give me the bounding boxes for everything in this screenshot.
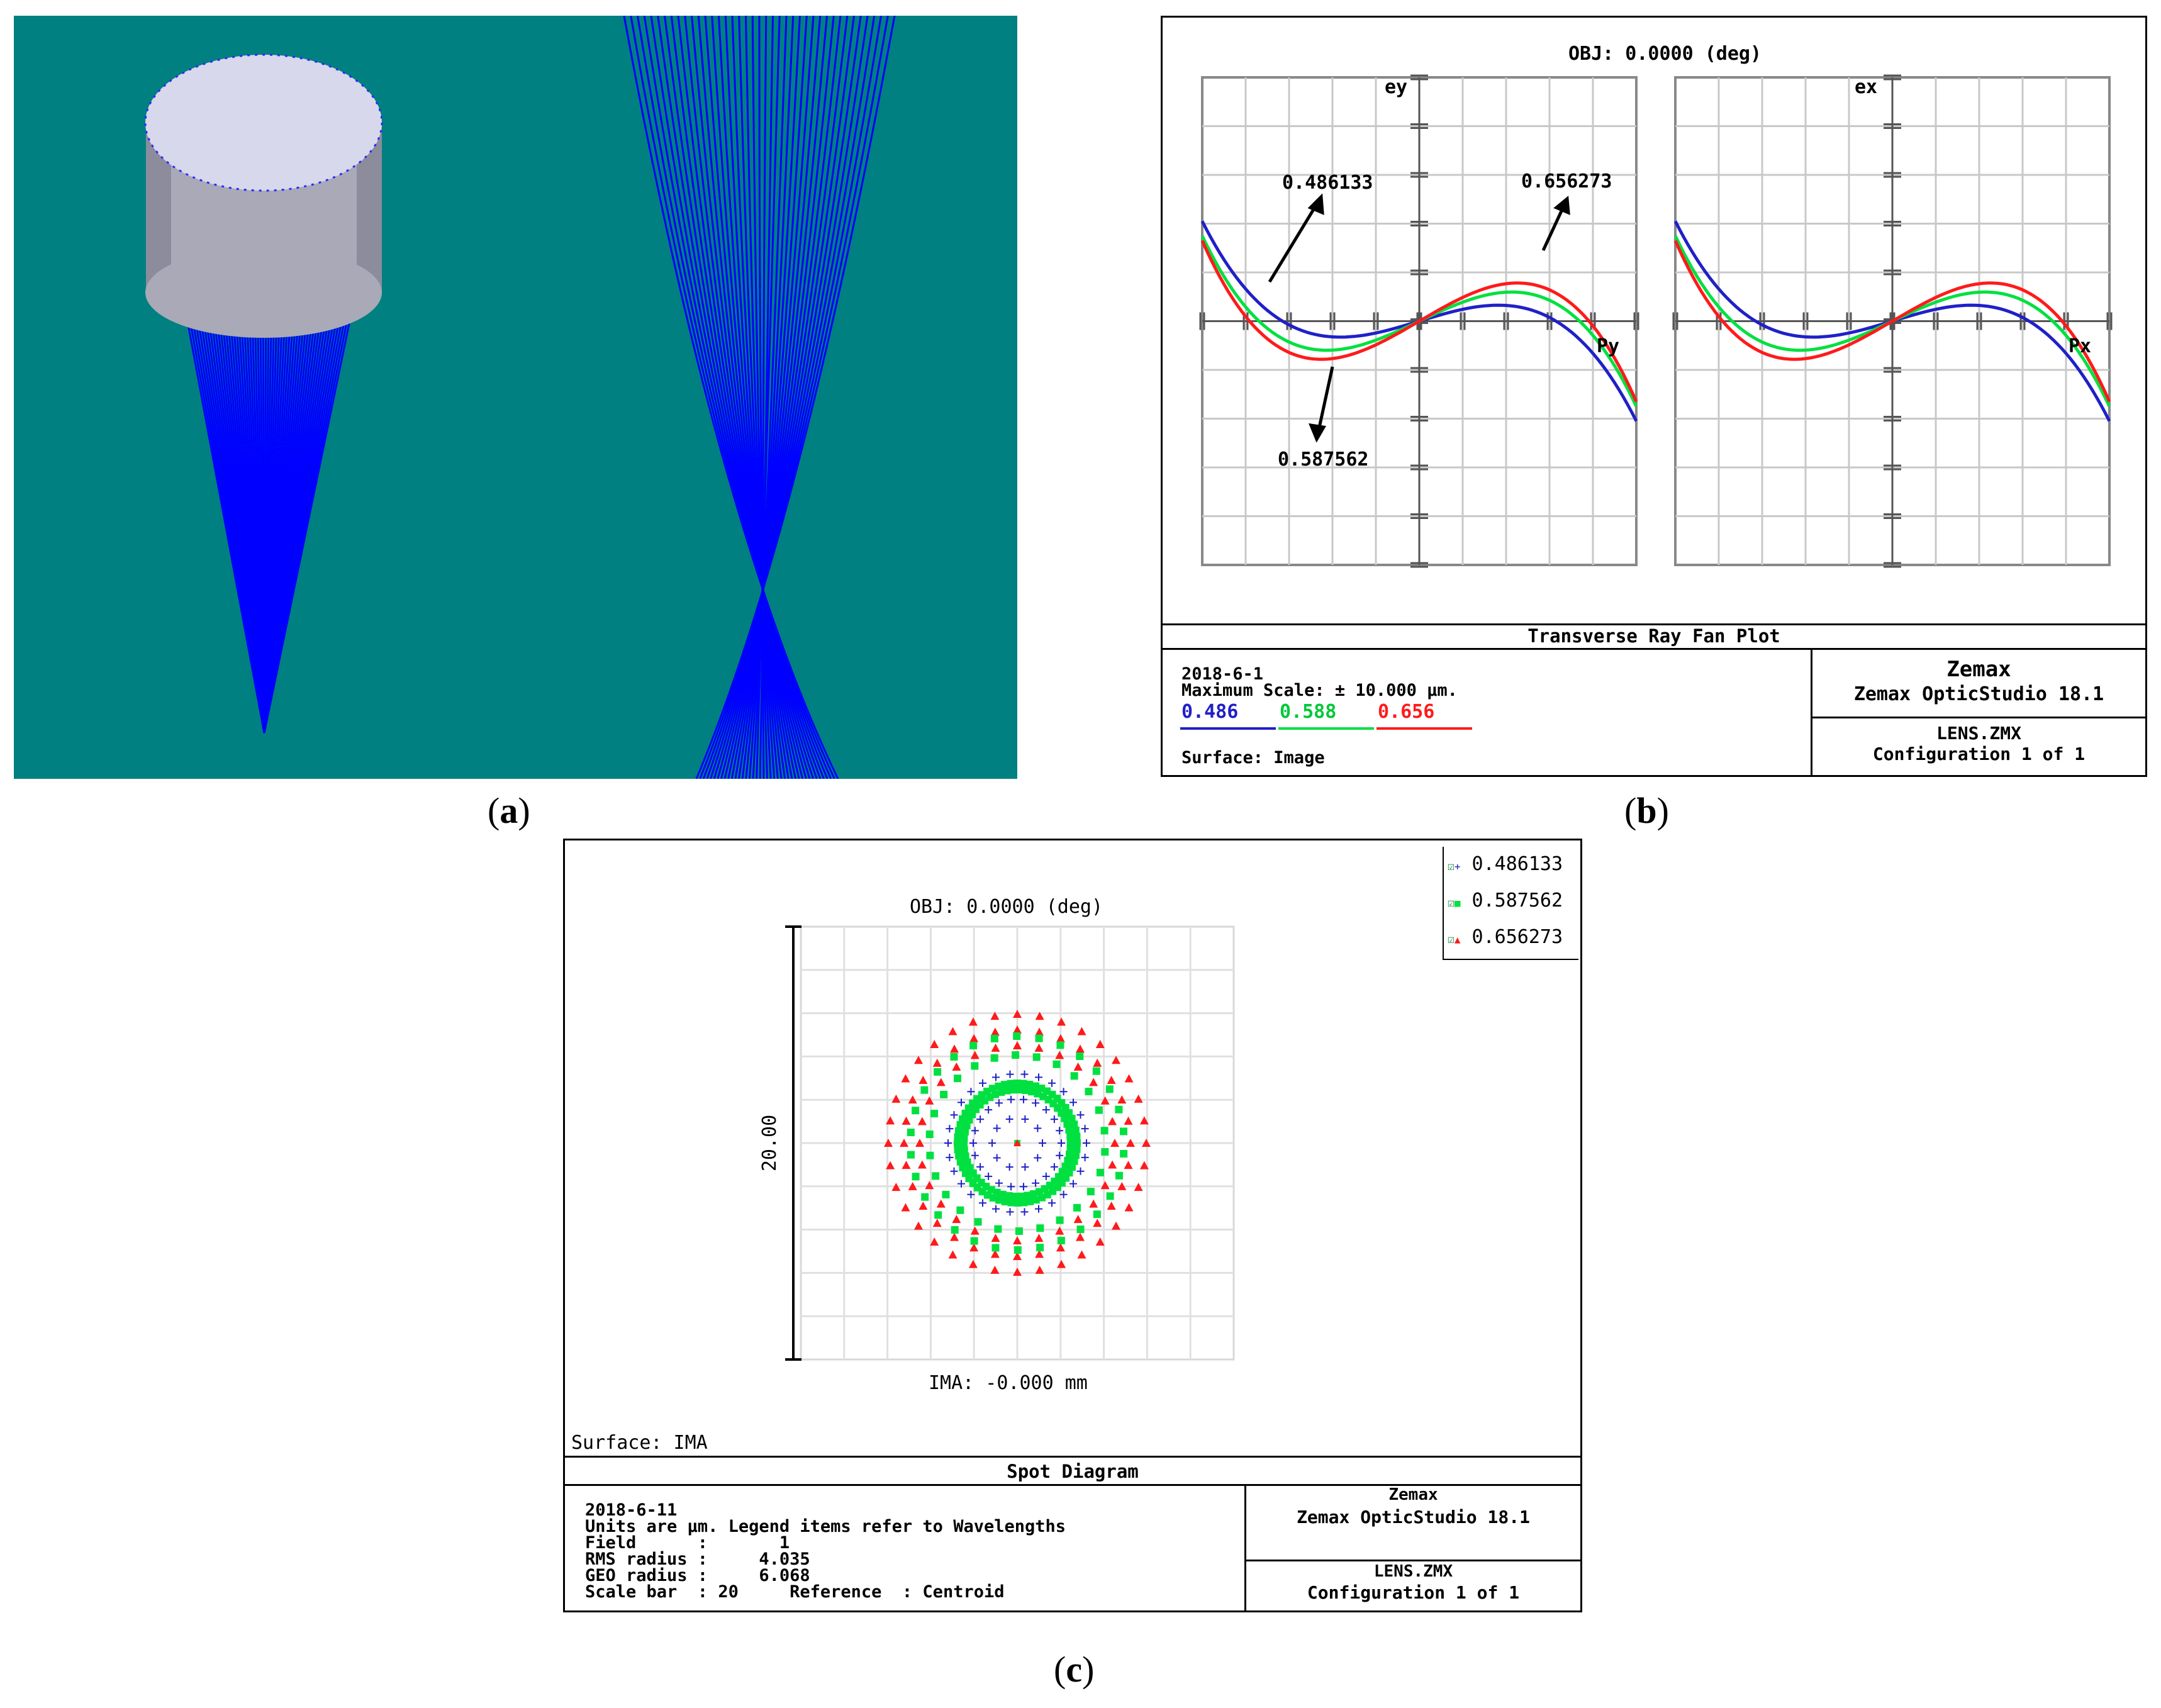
fan-product: Zemax OpticStudio 18.1: [1853, 683, 2104, 705]
annotation-arrows: [1268, 193, 1570, 443]
axis-label-px: Px: [2069, 335, 2091, 357]
fan-legend-line-486: [1180, 727, 1276, 730]
annotation-656: 0.656273: [1521, 170, 1612, 193]
spot-scale-bar: Scale bar : 20 Reference : Centroid: [585, 1582, 1005, 1602]
spot-footer: Spot Diagram 2018-6-11 Units are µm. Leg…: [565, 1456, 1580, 1612]
spot-legend-item-656: ☑▲ 0.656273: [1448, 926, 1563, 948]
scale-bar-label: 20.00: [759, 1115, 781, 1171]
fan-config: Configuration 1 of 1: [1872, 744, 2086, 764]
spot-date: 2018-6-11: [585, 1500, 678, 1520]
obj-title: OBJ: 0.0000 (deg): [1568, 43, 1762, 65]
annotation-588: 0.587562: [1278, 449, 1369, 471]
checkbox-icon: ☑: [1448, 933, 1455, 946]
layout-3d-view: [144, 16, 896, 779]
fan-footer: Transverse Ray Fan Plot 2018-6-1 Maximum…: [1163, 623, 2145, 777]
spot-legend: ☑+ 0.486133 ☑■ 0.587562 ☑▲ 0.656273: [1443, 847, 1578, 960]
spot-rms-radius: RMS radius : 4.035: [585, 1549, 810, 1569]
lens-element: [144, 53, 383, 338]
spot-surface: Surface: IMA: [571, 1432, 708, 1454]
scale-bar: [785, 925, 801, 1361]
spot-units: Units are µm. Legend items refer to Wave…: [585, 1517, 1066, 1536]
panel-label-b: (b): [1624, 790, 1669, 831]
triangle-marker-icon: ▲: [1454, 934, 1461, 946]
spot-config: Configuration 1 of 1: [1307, 1582, 1520, 1603]
fan-file: LENS.ZMX: [1936, 723, 2021, 744]
fan-brand: Zemax: [1946, 657, 2011, 682]
fan-footer-title: Transverse Ray Fan Plot: [1527, 625, 1780, 647]
fan-max-scale: Maximum Scale: ± 10.000 µm.: [1181, 681, 1458, 700]
spot-legend-item-588: ☑■ 0.587562: [1448, 890, 1563, 912]
fan-legend-line-588: [1278, 727, 1374, 730]
fan-legend-656: 0.656: [1378, 701, 1435, 723]
spot-geo-radius: GEO radius : 6.068: [585, 1566, 810, 1585]
spot-obj-title: OBJ: 0.0000 (deg): [910, 896, 1103, 918]
checkbox-icon: ☑: [1448, 860, 1455, 873]
layout-3d-panel: [14, 16, 1017, 779]
fan-legend-line-656: [1376, 727, 1472, 730]
ray-beam-crossing: [623, 16, 896, 779]
fan-date: 2018-6-1: [1181, 664, 1264, 684]
panel-label-a: (a): [488, 790, 530, 831]
plus-marker-icon: +: [1454, 861, 1461, 873]
ray-fan-plot: 0.486133 0.656273 0.587562 OBJ: 0.0000 (…: [1199, 43, 2113, 568]
spot-ima-label: IMA: -0.000 mm: [929, 1372, 1088, 1394]
spot-product: Zemax OpticStudio 18.1: [1297, 1507, 1530, 1527]
spot-field: Field : 1: [585, 1533, 790, 1553]
axis-label-ex: ex: [1855, 76, 1877, 98]
annotation-486: 0.486133: [1282, 172, 1373, 194]
fan-curve-red-sagittal: [1673, 240, 2111, 403]
spot-footer-title: Spot Diagram: [1007, 1461, 1139, 1482]
fan-curve-red-tangential: [1200, 240, 1638, 403]
spot-diagram-window: 20.00 OBJ: 0.0000 (deg) IMA: -0.000 mm S…: [563, 839, 1582, 1612]
panel-label-c: (c): [1054, 1649, 1095, 1690]
axis-label-py: Py: [1597, 335, 1619, 357]
spot-brand: Zemax: [1388, 1485, 1438, 1504]
square-marker-icon: ■: [1454, 897, 1461, 909]
spot-file: LENS.ZMX: [1373, 1562, 1453, 1581]
fan-grid-sagittal: [1672, 74, 2113, 568]
fan-surface: Surface: Image: [1181, 748, 1325, 767]
fan-legend-588: 0.588: [1280, 701, 1337, 723]
spot-diagram-plot: 20.00 OBJ: 0.0000 (deg) IMA: -0.000 mm S…: [571, 896, 1235, 1454]
checkbox-icon: ☑: [1448, 896, 1455, 910]
ray-fan-window: 0.486133 0.656273 0.587562 OBJ: 0.0000 (…: [1161, 16, 2147, 777]
ray-cone: [186, 317, 352, 734]
fan-legend-486: 0.486: [1181, 701, 1239, 723]
spot-legend-item-486: ☑+ 0.486133: [1448, 853, 1563, 875]
axis-label-ey: ey: [1385, 76, 1407, 98]
